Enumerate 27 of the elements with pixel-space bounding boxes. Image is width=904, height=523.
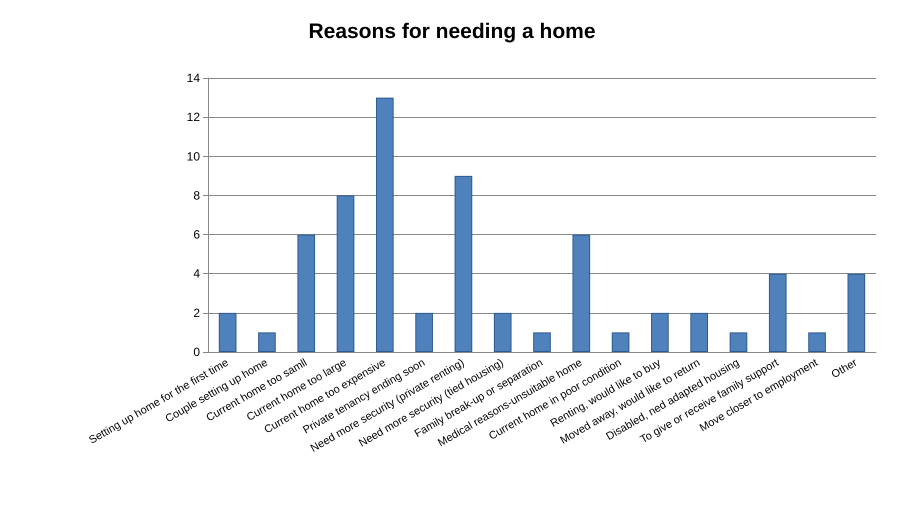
y-tick-label: 10 (186, 149, 200, 164)
bar (572, 234, 590, 352)
y-tick-label: 4 (193, 266, 200, 281)
bar (690, 312, 708, 352)
y-tick-label: 6 (193, 228, 200, 242)
bar (258, 332, 276, 352)
y-tick-label: 0 (193, 345, 200, 359)
bar (218, 312, 236, 352)
bar (730, 332, 748, 352)
bar (494, 312, 512, 352)
bar (336, 195, 354, 352)
y-tick-label: 8 (193, 188, 200, 202)
bar (297, 234, 316, 352)
y-tick-label: 14 (186, 71, 200, 85)
bar (768, 274, 787, 352)
bar (454, 176, 472, 352)
chart-title: Reasons for needing a home (308, 20, 596, 43)
bar (651, 312, 669, 352)
bar (376, 98, 394, 352)
bar (533, 332, 551, 352)
bar (612, 332, 630, 352)
bar (415, 312, 433, 352)
bar (808, 332, 826, 352)
y-tick-label: 2 (193, 306, 200, 320)
y-tick-label: 12 (186, 110, 200, 124)
bar (848, 274, 866, 352)
x-tick-label: Other (830, 356, 860, 381)
